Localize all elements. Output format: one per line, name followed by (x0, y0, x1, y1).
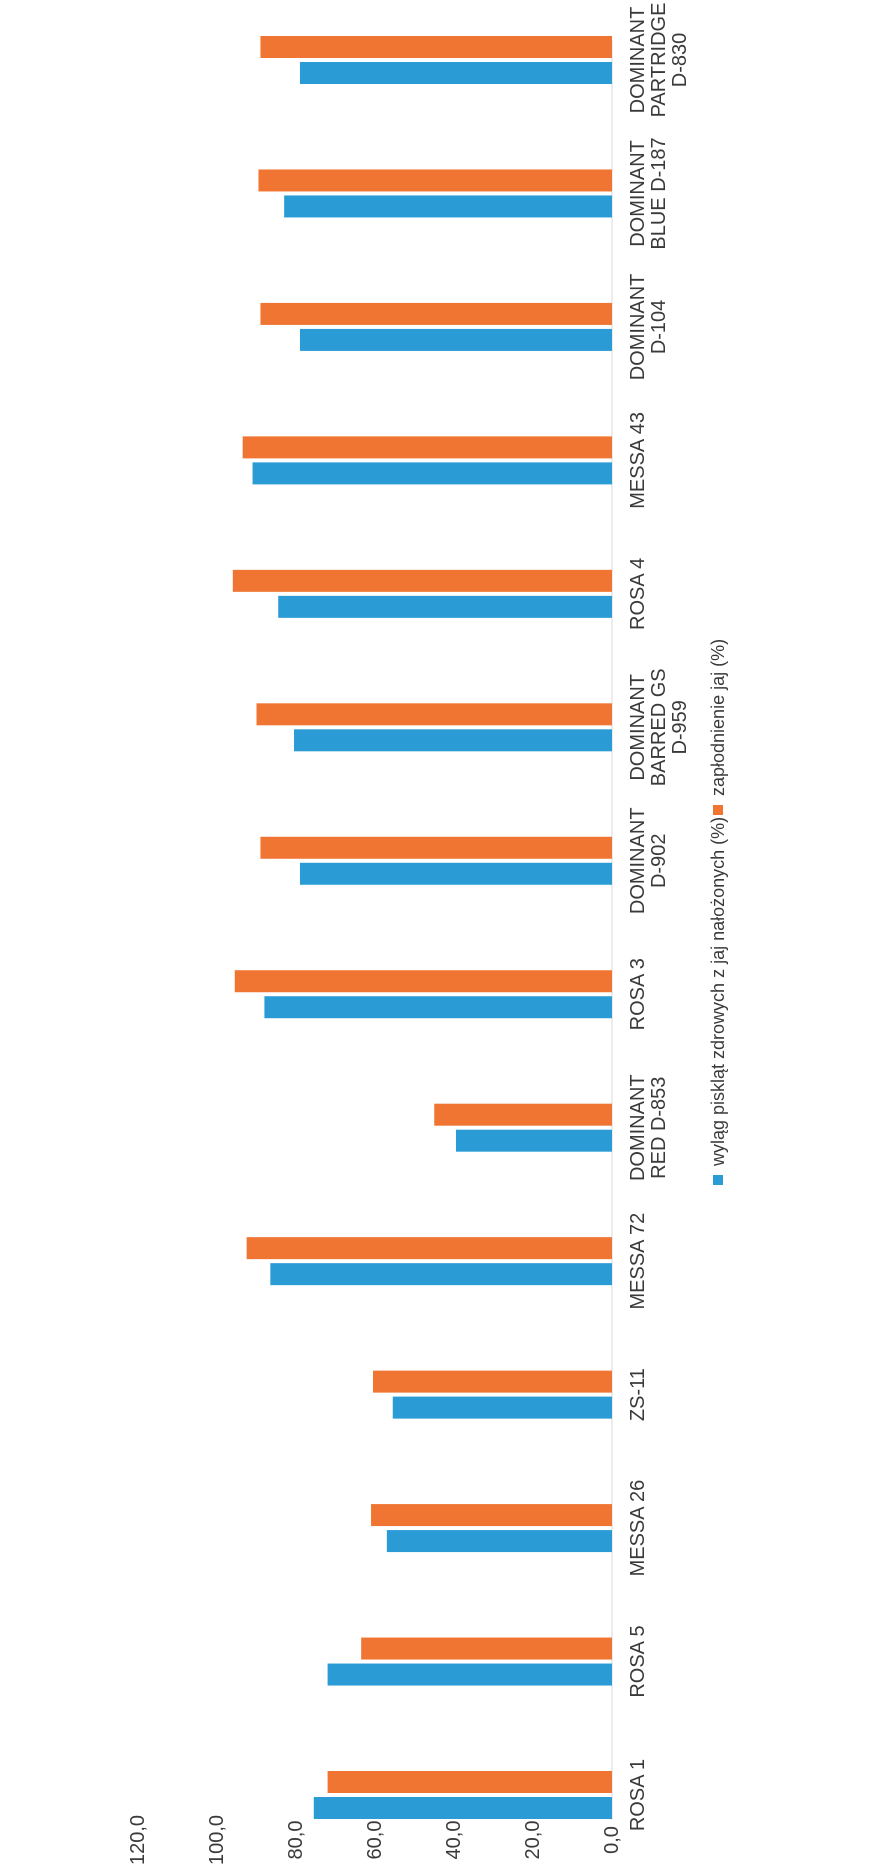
bar-fertilization-rate (234, 970, 612, 993)
bar-hatch-rate (299, 62, 612, 84)
legend-swatch-fertilization (713, 805, 723, 815)
bar-fertilization-rate (242, 436, 613, 459)
category-label: D-959 (669, 700, 691, 754)
bars (232, 36, 613, 1819)
category-label: ROSA 4 (627, 558, 649, 630)
bar-hatch-rate (294, 729, 612, 752)
bar-fertilization-rate (232, 569, 613, 592)
category-label: DOMINANT (627, 807, 649, 914)
bar-hatch-rate (284, 195, 612, 218)
category-label: BLUE D-187 (648, 137, 670, 249)
value-axis-ticks: 0,0 20,0 40,0 60,0 80,0 100,0 120,0 (127, 1815, 623, 1865)
legend: wyląg piskląt zdrowych z jaj nałożonych … (708, 639, 728, 1185)
category-label: ZS-11 (627, 1368, 649, 1421)
category-label: DOMINANT (627, 140, 649, 247)
category-label: MESSA 26 (627, 1480, 649, 1577)
category-label: ROSA 1 (627, 1759, 649, 1831)
bar-hatch-rate (455, 1129, 612, 1152)
legend-label-fertilization: zapłodnienie jaj (%) (708, 639, 728, 796)
bar-hatch-rate (264, 996, 612, 1019)
value-tick-label: 120,0 (127, 1815, 149, 1865)
bar-hatch-rate (278, 595, 612, 618)
bar-fertilization-rate (260, 36, 612, 58)
bar-hatch-rate (327, 1663, 612, 1686)
bar-fertilization-rate (373, 1370, 612, 1393)
category-label: DOMINANT (627, 274, 649, 381)
category-label: PARTRIDGE (648, 3, 670, 118)
bar-fertilization-rate (260, 836, 612, 859)
bar-fertilization-rate (434, 1103, 612, 1126)
category-label: DOMINANT (627, 674, 649, 781)
bar-hatch-rate (299, 328, 612, 351)
category-labels: ROSA 1 ROSA 5 MESSA 26 ZS-11 MESSA 72 DOMINAN… (627, 3, 691, 1832)
value-tick-label: 0,0 (601, 1826, 623, 1854)
bar-hatch-rate (252, 462, 613, 485)
value-tick-label: 80,0 (285, 1821, 307, 1860)
value-tick-label: 40,0 (443, 1821, 465, 1860)
category-label: D-902 (648, 834, 670, 888)
bar-hatch-rate (392, 1396, 612, 1419)
bar-fertilization-rate (371, 1504, 612, 1527)
bar-fertilization-rate (256, 703, 612, 726)
category-label: MESSA 72 (627, 1213, 649, 1310)
bar-fertilization-rate (246, 1237, 612, 1260)
category-label: D-104 (648, 300, 670, 354)
category-label: ROSA 5 (627, 1625, 649, 1697)
bar-fertilization-rate (361, 1637, 612, 1660)
bar-hatch-rate (270, 1263, 612, 1286)
category-label: BARRED GS (648, 668, 670, 786)
bar-hatch-rate (386, 1530, 612, 1553)
value-tick-label: 100,0 (206, 1815, 228, 1865)
value-tick-label: 60,0 (364, 1821, 386, 1860)
value-tick-label: 20,0 (522, 1821, 544, 1860)
bar-fertilization-rate (258, 169, 612, 192)
legend-swatch-hatch (713, 1175, 723, 1185)
category-label: DOMINANT (627, 1074, 649, 1181)
category-label: D-830 (669, 33, 691, 87)
legend-label-hatch: wyląg piskląt zdrowych z jaj nałożonych … (708, 817, 728, 1167)
category-label: RED D-853 (648, 1077, 670, 1179)
bar-hatch-rate (299, 862, 612, 885)
category-label: ROSA 3 (627, 958, 649, 1030)
bar-hatch-rate (313, 1797, 612, 1819)
bar-fertilization-rate (327, 1771, 612, 1793)
category-label: DOMINANT (627, 7, 649, 114)
bar-fertilization-rate (260, 302, 612, 325)
category-label: MESSA 43 (627, 412, 649, 509)
